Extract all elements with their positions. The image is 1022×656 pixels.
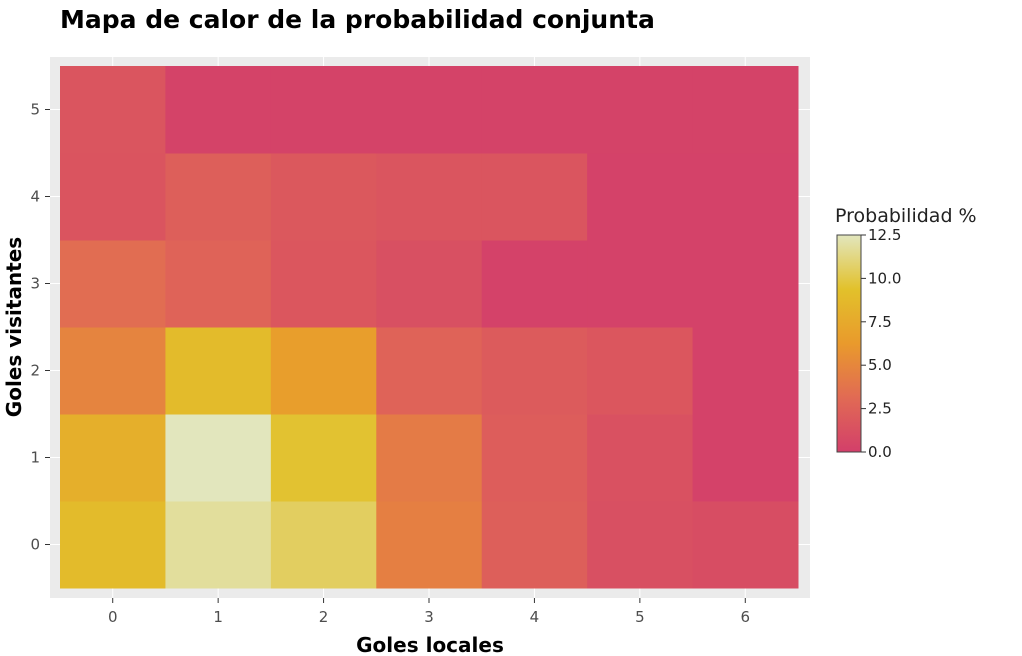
- colorbar-tick-label: 2.5: [868, 400, 892, 418]
- x-tick-label: 1: [213, 608, 223, 626]
- heatmap-cell: [165, 66, 272, 154]
- y-tick-label: 4: [30, 188, 40, 206]
- x-tick-label: 2: [319, 608, 329, 626]
- y-axis-ticks: 0 1 2 3 4 5: [30, 101, 50, 554]
- legend-title: Probabilidad %: [835, 205, 977, 227]
- colorbar-tick-label: 7.5: [868, 313, 892, 331]
- heatmap-cell: [270, 240, 377, 328]
- heatmap-cell: [481, 414, 588, 502]
- heatmap-cell: [692, 66, 799, 154]
- heatmap-cell: [60, 66, 166, 154]
- heatmap-cell: [165, 501, 272, 589]
- heatmap-cell: [376, 153, 483, 241]
- heatmap-cell: [165, 240, 272, 328]
- heatmap-cell: [692, 327, 799, 415]
- heatmap-cell: [376, 414, 483, 502]
- heatmap-cell: [587, 327, 694, 415]
- x-tick-label: 4: [530, 608, 540, 626]
- heatmap-cell: [587, 66, 694, 154]
- heatmap-cell: [481, 501, 588, 589]
- x-tick-label: 0: [108, 608, 118, 626]
- heatmap-cell: [481, 153, 588, 241]
- heatmap-cell: [270, 501, 377, 589]
- heatmap-cell: [60, 327, 166, 415]
- heatmap-cell: [60, 240, 166, 328]
- colorbar-tick-label: 0.0: [868, 443, 892, 461]
- y-tick-label: 5: [30, 101, 40, 119]
- y-axis-title: Goles visitantes: [2, 237, 26, 417]
- heatmap-cell: [60, 414, 166, 502]
- heatmap-cell: [692, 240, 799, 328]
- x-axis-ticks: 0 1 2 3 4 5 6: [108, 598, 750, 626]
- y-tick-label: 3: [30, 275, 40, 293]
- colorbar-legend: Probabilidad % 0.0 2.5 5.0 7.5 10.0 12.5: [835, 205, 977, 461]
- heatmap-cell: [165, 414, 272, 502]
- heatmap-cell: [587, 501, 694, 589]
- heatmap-cell: [481, 66, 588, 154]
- heatmap-cell: [376, 240, 483, 328]
- heatmap-cell: [270, 414, 377, 502]
- heatmap-cell: [481, 240, 588, 328]
- heatmap-cell: [481, 327, 588, 415]
- heatmap-cells: [60, 66, 799, 589]
- heatmap-cell: [60, 153, 166, 241]
- colorbar-tick-label: 12.5: [868, 226, 901, 244]
- heatmap-cell: [376, 501, 483, 589]
- y-tick-label: 0: [30, 536, 40, 554]
- heatmap-cell: [376, 66, 483, 154]
- x-axis-title: Goles locales: [356, 633, 504, 656]
- heatmap-cell: [692, 501, 799, 589]
- y-tick-label: 2: [30, 362, 40, 380]
- heatmap-cell: [692, 414, 799, 502]
- heatmap-cell: [270, 153, 377, 241]
- heatmap-cell: [165, 327, 272, 415]
- x-tick-label: 6: [741, 608, 751, 626]
- heatmap-cell: [587, 240, 694, 328]
- colorbar: [836, 234, 862, 453]
- x-tick-label: 3: [424, 608, 434, 626]
- chart-title: Mapa de calor de la probabilidad conjunt…: [60, 5, 655, 34]
- heatmap-cell: [60, 501, 166, 589]
- x-tick-label: 5: [635, 608, 645, 626]
- colorbar-tick-label: 10.0: [868, 269, 901, 287]
- heatmap-cell: [587, 414, 694, 502]
- y-tick-label: 1: [30, 449, 40, 467]
- heatmap-cell: [587, 153, 694, 241]
- heatmap-cell: [376, 327, 483, 415]
- heatmap-cell: [270, 66, 377, 154]
- heatmap-cell: [270, 327, 377, 415]
- colorbar-tick-label: 5.0: [868, 356, 892, 374]
- heatmap-cell: [692, 153, 799, 241]
- colorbar-ticks: 0.0 2.5 5.0 7.5 10.0 12.5: [861, 226, 901, 461]
- heatmap-cell: [165, 153, 272, 241]
